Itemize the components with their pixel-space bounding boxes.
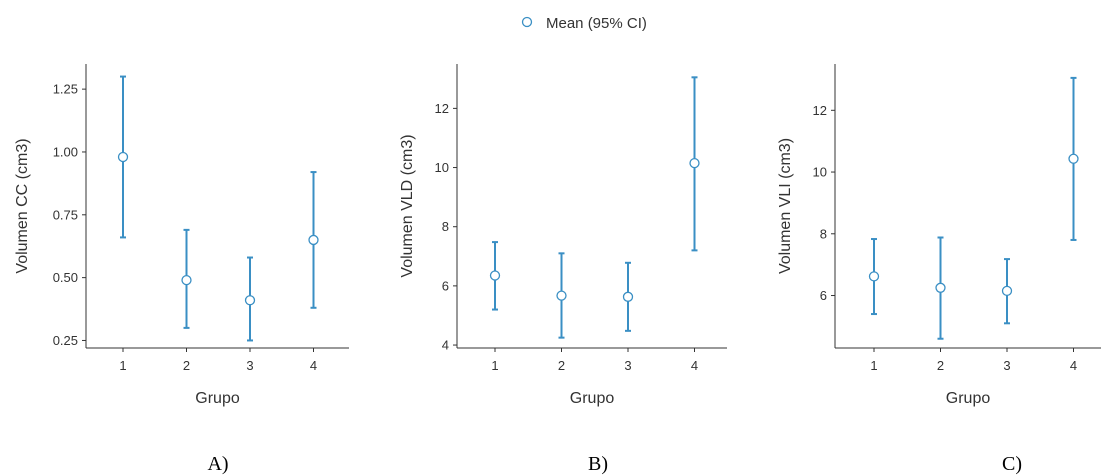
x-tick-label: 3: [624, 358, 631, 373]
y-axis-title: Volumen VLI (cm3): [777, 138, 794, 274]
mean-point: [489, 270, 501, 281]
mean-point: [1068, 153, 1079, 164]
x-tick-label: 4: [691, 358, 698, 373]
x-tick-label: 2: [558, 358, 565, 373]
y-tick-label: 0.75: [53, 207, 78, 222]
y-tick-label: 10: [813, 165, 827, 180]
chart-panel-1: 0.25 0.50 0.75 1.00 1.25 1 2 3 4 Grupo Volumen CC …: [14, 64, 349, 475]
y-tick-label: 0.25: [53, 333, 78, 348]
mean-point: [556, 290, 567, 301]
panel-caption: B): [588, 453, 608, 475]
x-tick-label: 2: [937, 358, 944, 373]
mean-point: [244, 295, 256, 306]
x-axis-title: Grupo: [195, 390, 240, 407]
x-axis-title: Grupo: [570, 390, 615, 407]
x-tick-label: 1: [870, 358, 877, 373]
y-tick-label: 1.00: [53, 144, 78, 159]
mean-point: [1001, 285, 1013, 297]
y-tick-label: 8: [442, 219, 449, 234]
y-tick-label: 4: [442, 338, 449, 353]
legend: Mean (95% CI): [521, 15, 647, 32]
x-tick-label: 3: [1003, 358, 1010, 373]
mean-point: [622, 291, 634, 302]
x-tick-label: 2: [183, 358, 190, 373]
y-axis-title: Volumen CC (cm3): [14, 138, 31, 273]
y-tick-label: 6: [820, 288, 827, 303]
y-tick-label: 1.25: [53, 82, 78, 97]
y-tick-label: 12: [435, 101, 449, 116]
x-tick-label: 1: [491, 358, 498, 373]
x-tick-label: 3: [246, 358, 253, 373]
legend-label: Mean (95% CI): [546, 15, 647, 32]
y-tick-label: 12: [813, 103, 827, 118]
legend-marker-icon: [521, 16, 533, 28]
mean-point: [935, 282, 946, 293]
mean-point: [117, 151, 129, 163]
mean-point: [308, 234, 319, 246]
y-tick-label: 0.50: [53, 270, 78, 285]
x-axis-title: Grupo: [946, 390, 991, 407]
mean-point: [689, 157, 700, 169]
mean-point: [181, 274, 192, 286]
x-tick-label: 4: [310, 358, 317, 373]
y-tick-label: 10: [435, 160, 449, 175]
panel-caption: C): [1002, 453, 1022, 475]
x-tick-label: 1: [119, 358, 126, 373]
y-axis-title: Volumen VLD (cm3): [399, 134, 416, 277]
mean-point: [868, 271, 880, 282]
x-tick-label: 4: [1070, 358, 1077, 373]
y-tick-label: 8: [820, 226, 827, 241]
y-tick-label: 6: [442, 278, 449, 293]
panel-caption: A): [207, 453, 228, 475]
